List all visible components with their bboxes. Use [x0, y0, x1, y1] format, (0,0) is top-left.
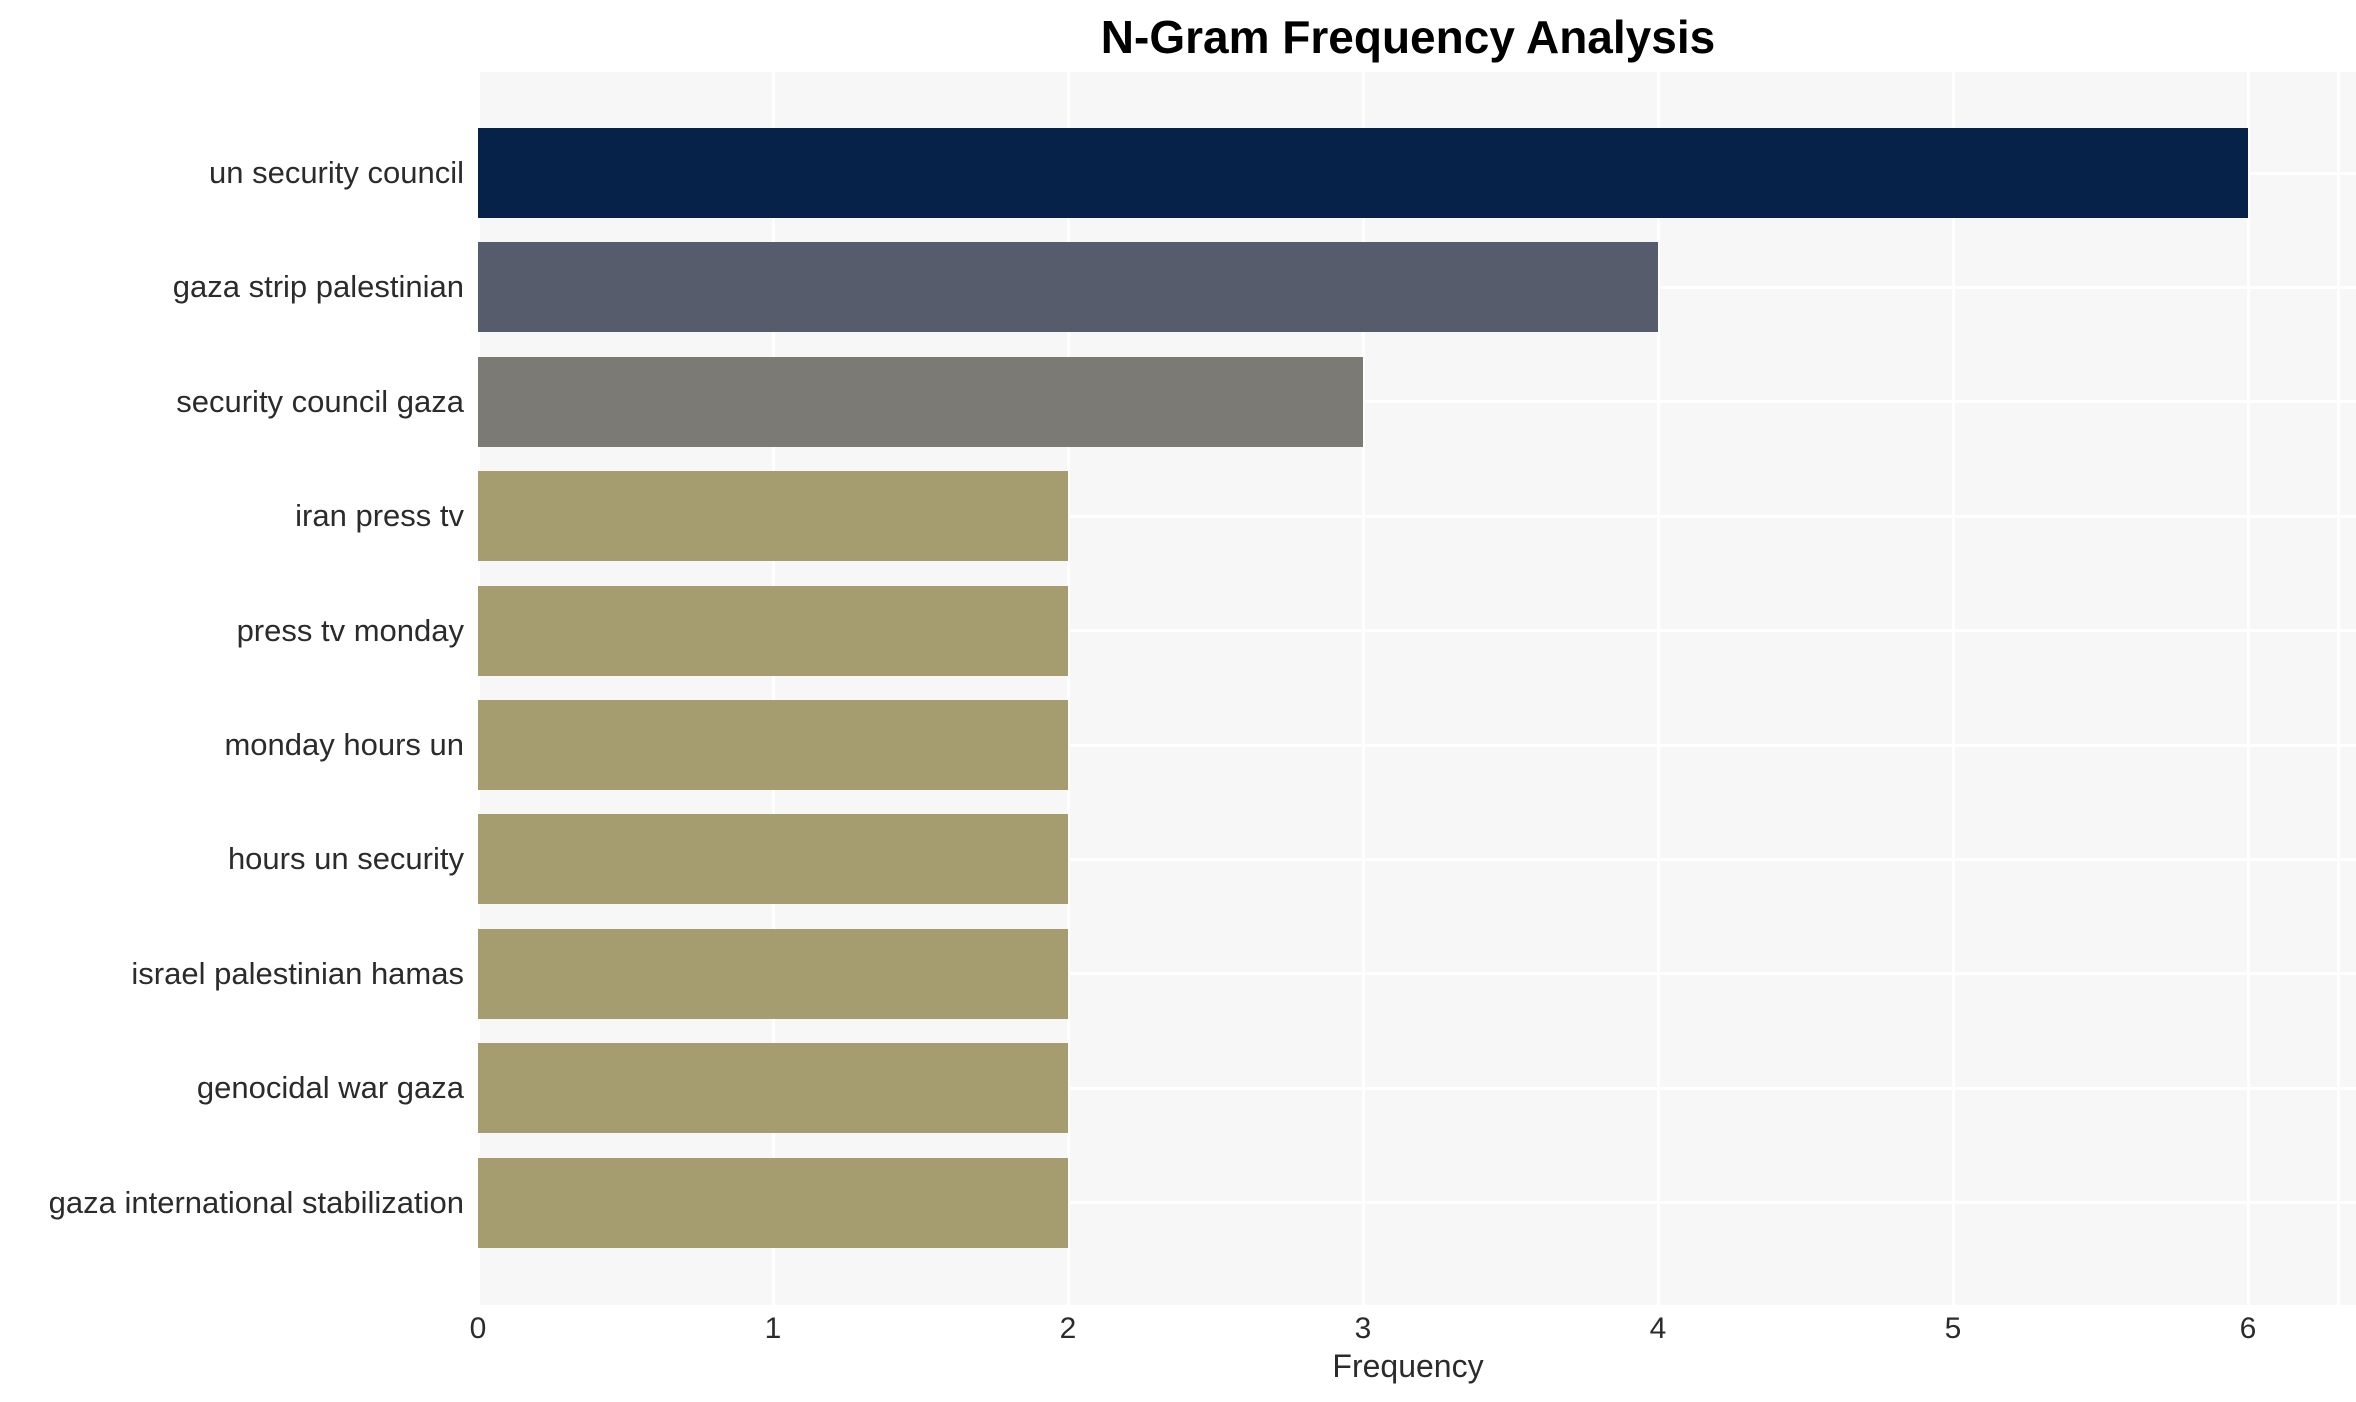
- bar: [478, 128, 2248, 218]
- y-gridline: [478, 857, 2356, 861]
- x-tick-label: 3: [1354, 1312, 1372, 1345]
- bar: [478, 356, 1363, 447]
- x-tick-label: 5: [1944, 1312, 1962, 1345]
- bar: [478, 585, 1068, 676]
- y-gridline: [478, 1086, 2356, 1090]
- x-gridline: [2247, 72, 2250, 1305]
- plot-edge-line: [2337, 72, 2340, 1305]
- y-tick-label: un security council: [208, 155, 464, 190]
- y-gridline: [478, 400, 2356, 404]
- x-axis-label: Frequency: [1332, 1348, 1484, 1384]
- y-gridline: [478, 514, 2356, 518]
- y-tick-label: genocidal war gaza: [196, 1070, 464, 1106]
- x-tick-label: 4: [1649, 1312, 1667, 1345]
- y-gridline: [478, 972, 2356, 976]
- y-gridline: [478, 743, 2356, 747]
- y-tick-label: hours un security: [227, 841, 464, 877]
- chart-title: N-Gram Frequency Analysis: [1100, 11, 1716, 63]
- bar: [478, 242, 1658, 333]
- x-gridline: [1362, 72, 1365, 1305]
- x-gridline: [1067, 72, 1070, 1305]
- bar: [478, 928, 1068, 1019]
- bar: [478, 471, 1068, 562]
- y-tick-label: security council gaza: [176, 383, 464, 419]
- y-tick-label: iran press tv: [295, 498, 464, 534]
- bar: [478, 1043, 1068, 1134]
- y-tick-label: gaza strip palestinian: [172, 269, 464, 305]
- y-tick-label: israel palestinian hamas: [131, 955, 464, 991]
- plot-area: [477, 72, 2356, 1305]
- x-gridline: [772, 72, 775, 1305]
- y-tick-label: monday hours un: [224, 727, 464, 762]
- bar: [478, 1157, 1068, 1248]
- x-tick-label: 1: [764, 1312, 782, 1345]
- y-tick-label: press tv monday: [236, 612, 464, 648]
- y-gridline: [478, 629, 2356, 633]
- x-tick-label: 6: [2239, 1312, 2257, 1345]
- x-tick-label: 0: [469, 1312, 487, 1345]
- bar: [478, 700, 1068, 790]
- y-gridline: [478, 1201, 2356, 1205]
- bar: [478, 814, 1068, 905]
- x-gridline: [1657, 72, 1660, 1305]
- y-tick-label: gaza international stabilization: [48, 1184, 464, 1220]
- x-gridline: [1952, 72, 1955, 1305]
- x-tick-label: 2: [1059, 1312, 1077, 1345]
- x-gridline: [477, 72, 480, 1305]
